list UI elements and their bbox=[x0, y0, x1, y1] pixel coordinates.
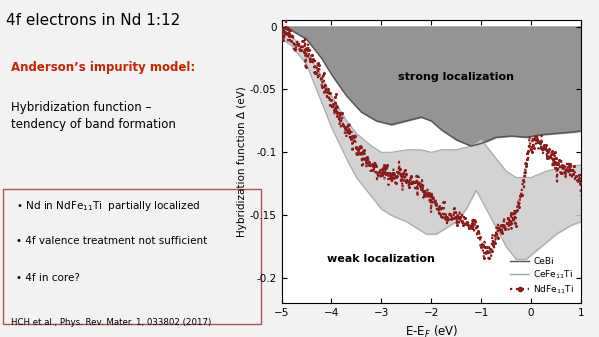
X-axis label: E-E$_F$ (eV): E-E$_F$ (eV) bbox=[404, 324, 458, 337]
Text: HCH et al., Phys. Rev. Mater. 1, 033802 (2017): HCH et al., Phys. Rev. Mater. 1, 033802 … bbox=[11, 318, 211, 327]
Legend: CeBi, CeFe$_{11}$Ti, NdFe$_{11}$Ti: CeBi, CeFe$_{11}$Ti, NdFe$_{11}$Ti bbox=[508, 254, 576, 299]
Text: • 4f valence treatment not sufficient: • 4f valence treatment not sufficient bbox=[16, 236, 207, 246]
Text: • 4f in core?: • 4f in core? bbox=[16, 273, 80, 283]
Text: strong localization: strong localization bbox=[398, 72, 514, 82]
Text: • Nd in NdFe$_{11}$Ti  partially localized: • Nd in NdFe$_{11}$Ti partially localize… bbox=[16, 199, 200, 213]
FancyBboxPatch shape bbox=[2, 189, 261, 324]
Text: weak localization: weak localization bbox=[328, 254, 435, 264]
Text: Anderson’s impurity model:: Anderson’s impurity model: bbox=[11, 61, 195, 74]
Text: Hybridization function –
tendency of band formation: Hybridization function – tendency of ban… bbox=[11, 101, 176, 131]
Y-axis label: Hybridization function Δ (eV): Hybridization function Δ (eV) bbox=[237, 86, 247, 237]
Text: 4f electrons in Nd 1:12: 4f electrons in Nd 1:12 bbox=[6, 13, 180, 29]
